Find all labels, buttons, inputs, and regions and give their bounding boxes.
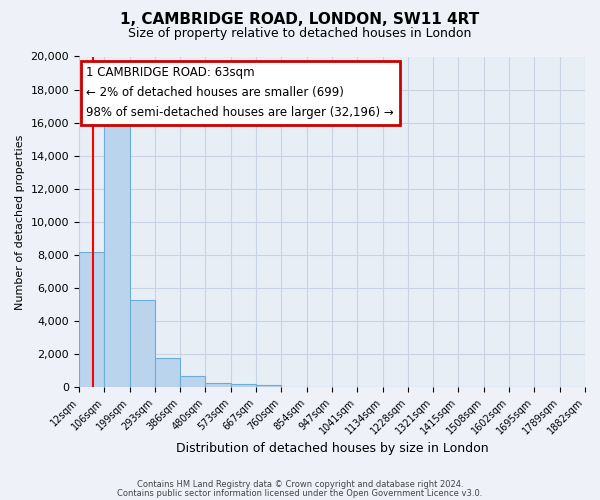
Y-axis label: Number of detached properties: Number of detached properties	[15, 134, 25, 310]
Bar	[104, 114, 130, 388]
X-axis label: Distribution of detached houses by size in London: Distribution of detached houses by size …	[176, 442, 488, 455]
Text: Contains public sector information licensed under the Open Government Licence v3: Contains public sector information licen…	[118, 488, 482, 498]
Bar	[79, 252, 104, 388]
Text: Contains HM Land Registry data © Crown copyright and database right 2024.: Contains HM Land Registry data © Crown c…	[137, 480, 463, 489]
Text: Size of property relative to detached houses in London: Size of property relative to detached ho…	[128, 28, 472, 40]
Bar	[231, 384, 256, 388]
Bar	[256, 385, 281, 388]
Bar	[205, 382, 231, 388]
Bar	[155, 358, 180, 388]
Text: 1 CAMBRIDGE ROAD: 63sqm
← 2% of detached houses are smaller (699)
98% of semi-de: 1 CAMBRIDGE ROAD: 63sqm ← 2% of detached…	[86, 66, 394, 120]
Bar	[130, 300, 155, 388]
Bar	[180, 376, 205, 388]
Text: 1, CAMBRIDGE ROAD, LONDON, SW11 4RT: 1, CAMBRIDGE ROAD, LONDON, SW11 4RT	[121, 12, 479, 28]
